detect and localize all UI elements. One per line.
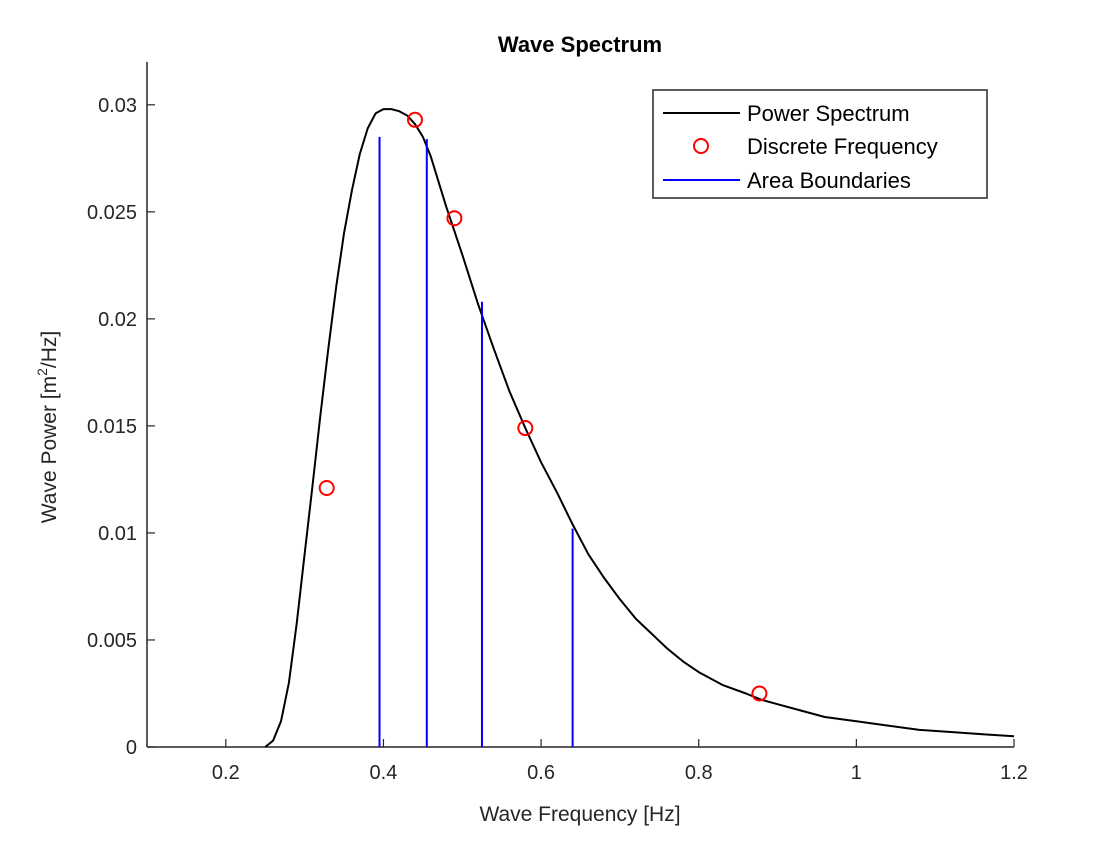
x-tick-label: 0.2 [212,762,240,784]
legend-marker-discrete-frequency [693,138,709,154]
discrete-frequency-marker [406,111,423,128]
power-spectrum-line [264,108,1015,748]
discrete-frequency-marker [318,479,335,496]
y-axis-label: Wave Power [m2/Hz] [34,331,61,524]
y-tick-label: 0.025 [87,202,137,224]
chart-title: Wave Spectrum [498,32,662,57]
y-axis-label-superscript: 2 [34,368,50,376]
discrete-frequency-marker [517,420,534,437]
y-tick-label: 0.01 [98,523,137,545]
x-tick-label: 1 [851,762,862,784]
discrete-frequency-marker [446,210,463,227]
y-tick-label: 0.005 [87,630,137,652]
x-ticks: 0.2 0.4 0.6 0.8 1 1.2 [212,739,1028,784]
legend-label-discrete-frequency: Discrete Frequency [747,134,938,159]
discrete-frequency-marker [751,685,768,702]
x-axis-label: Wave Frequency [Hz] [479,803,680,826]
legend-label-area-boundaries: Area Boundaries [747,168,911,193]
y-tick-label: 0.015 [87,416,137,438]
x-tick-label: 0.4 [370,762,398,784]
x-tick-label: 0.6 [527,762,555,784]
x-tick-label: 1.2 [1000,762,1028,784]
y-tick-label: 0.03 [98,95,137,117]
axes [146,62,1014,748]
x-tick-label: 0.8 [685,762,713,784]
y-axis-label-prefix: Wave Power [m [38,376,61,523]
y-ticks: 0 0.005 0.01 0.015 0.02 0.025 0.03 [87,95,155,759]
plot-series [264,108,1015,748]
y-tick-label: 0 [126,737,137,759]
legend: Power Spectrum Discrete Frequency Area B… [652,89,988,199]
legend-label-power-spectrum: Power Spectrum [747,101,910,126]
y-tick-label: 0.02 [98,309,137,331]
y-axis-label-suffix: /Hz] [38,331,61,368]
